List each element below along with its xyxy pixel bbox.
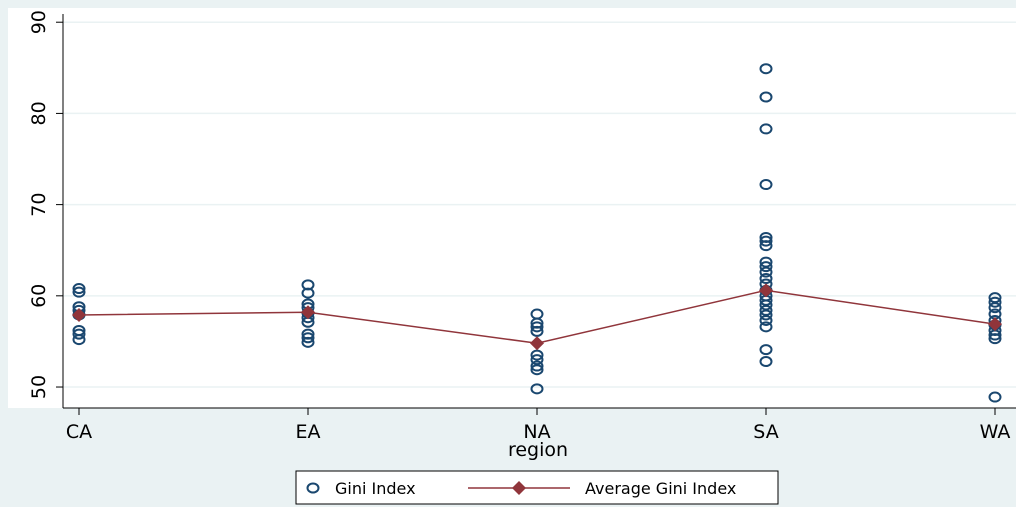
circle-marker xyxy=(72,286,86,298)
circle-marker xyxy=(759,299,773,311)
y-tick-label: 50 xyxy=(28,375,50,399)
y-tick-label: 90 xyxy=(28,10,50,34)
y-tick-label: 70 xyxy=(28,193,50,217)
y-tick-label: 80 xyxy=(28,101,50,125)
circle-marker xyxy=(759,314,773,326)
circle-marker xyxy=(72,283,86,295)
circle-marker xyxy=(759,272,773,284)
circle-marker xyxy=(72,328,86,340)
diamond-marker xyxy=(72,307,86,322)
circle-marker xyxy=(530,321,544,333)
circle-marker xyxy=(988,391,1002,403)
circle-marker xyxy=(759,63,773,75)
circle-marker xyxy=(530,383,544,395)
circle-marker xyxy=(759,304,773,316)
circle-marker xyxy=(988,333,1002,345)
circle-marker xyxy=(759,91,773,103)
circle-marker xyxy=(988,296,1002,308)
circle-marker xyxy=(759,321,773,333)
diamond-marker xyxy=(988,317,1002,332)
circle-marker xyxy=(306,482,320,494)
x-tick-label: NA xyxy=(523,421,550,443)
legend-label: Gini Index xyxy=(335,479,416,498)
x-axis-title: region xyxy=(508,439,568,461)
circle-marker xyxy=(72,334,86,346)
circle-marker xyxy=(759,261,773,273)
x-tick-label: WA xyxy=(980,421,1011,443)
circle-marker xyxy=(759,355,773,367)
x-tick-label: CA xyxy=(66,421,92,443)
circle-marker xyxy=(530,354,544,366)
x-tick-label: EA xyxy=(295,421,320,443)
circle-marker xyxy=(759,309,773,321)
circle-marker xyxy=(301,336,315,348)
diamond-marker xyxy=(301,305,315,320)
circle-marker xyxy=(759,344,773,356)
circle-marker xyxy=(530,360,544,372)
legend-label: Average Gini Index xyxy=(585,479,736,498)
circle-marker xyxy=(530,349,544,361)
circle-marker xyxy=(530,364,544,376)
circle-marker xyxy=(759,235,773,247)
legend-items: Gini Index Average Gini Index xyxy=(306,479,736,498)
circle-marker xyxy=(530,325,544,337)
circle-marker xyxy=(988,292,1002,304)
circle-marker xyxy=(759,123,773,135)
diamond-marker xyxy=(530,336,544,351)
diamond-marker xyxy=(759,283,773,298)
circle-marker xyxy=(301,287,315,299)
circle-marker xyxy=(759,240,773,252)
circle-marker xyxy=(759,256,773,268)
circle-marker xyxy=(988,302,1002,314)
diamond-marker xyxy=(512,481,526,495)
circle-marker xyxy=(301,332,315,344)
y-tick-label: 60 xyxy=(28,284,50,308)
circle-marker xyxy=(759,179,773,191)
x-tick-label: SA xyxy=(753,421,778,443)
plot-area xyxy=(8,8,1016,408)
circle-marker xyxy=(759,266,773,278)
